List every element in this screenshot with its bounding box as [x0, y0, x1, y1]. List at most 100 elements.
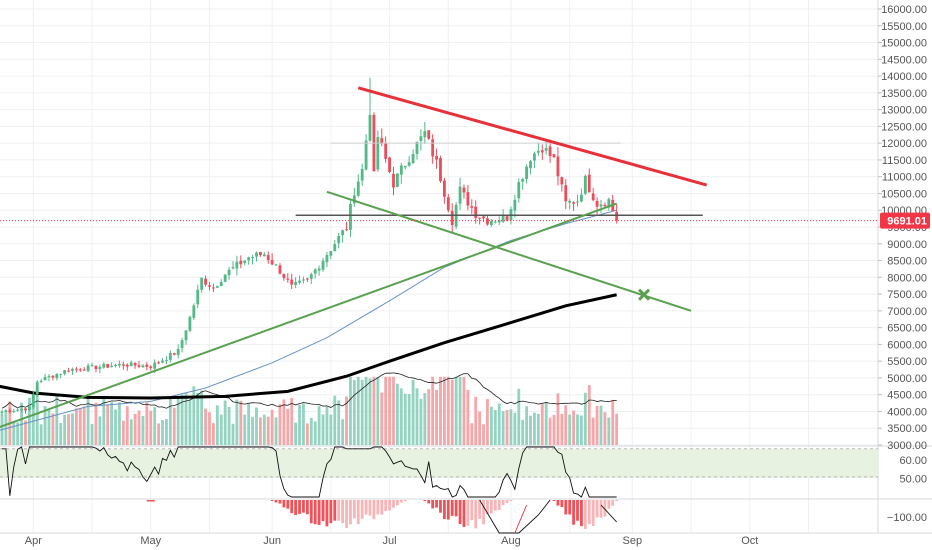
candle-body	[411, 153, 415, 164]
price-tick-label: 5500.00	[887, 356, 927, 368]
candle-body	[302, 279, 305, 281]
macd-histogram-bar	[376, 500, 380, 515]
price-tick-label: 6500.00	[887, 323, 927, 335]
candle-body	[141, 365, 145, 368]
candle-body	[470, 206, 474, 208]
volume-bar	[302, 403, 305, 445]
candle-body	[356, 181, 360, 196]
volume-bar	[427, 389, 431, 445]
volume-bar	[470, 423, 474, 445]
macd-histogram-bar	[435, 500, 438, 508]
volume-bar	[153, 407, 157, 445]
macd-histogram-bar	[325, 500, 329, 527]
candle-body	[4, 410, 8, 412]
candle-body	[98, 366, 102, 370]
volume-bar	[251, 416, 254, 445]
volume-bar	[141, 415, 145, 445]
macd-histogram-bar	[497, 500, 501, 511]
volume-bar	[454, 376, 458, 445]
volume-bar	[235, 399, 239, 445]
candle-body	[525, 166, 529, 179]
support-trendline	[0, 202, 617, 428]
volume-bar	[290, 397, 294, 445]
candle-body	[274, 264, 278, 266]
price-tick-label: 3500.00	[887, 423, 927, 435]
candle-body	[380, 138, 384, 144]
candle-body	[90, 364, 94, 366]
candle-body	[243, 260, 247, 264]
volume-bar	[501, 411, 505, 445]
candle-body	[321, 260, 325, 270]
volume-bar	[337, 400, 341, 445]
volume-bar	[82, 406, 86, 445]
volume-bar	[607, 417, 611, 445]
candle-body	[168, 352, 172, 360]
macd-histogram-bar	[552, 500, 556, 501]
candle-body	[431, 139, 435, 157]
candle-body	[149, 366, 153, 369]
macd-histogram-bar	[294, 500, 298, 516]
volume-bar	[396, 383, 399, 445]
candle-body	[35, 381, 39, 395]
candle-body	[24, 408, 27, 411]
volume-bar	[35, 387, 39, 445]
price-tick-label: 9000.00	[887, 239, 927, 251]
candle-body	[235, 261, 239, 269]
volume-bar	[615, 413, 619, 445]
candle-body	[486, 218, 489, 225]
candle-body	[145, 364, 149, 367]
volume-bar	[364, 376, 368, 445]
volume-bar	[583, 392, 587, 445]
candle-body	[27, 406, 31, 411]
macd-histogram-bar	[290, 500, 294, 514]
candle-body	[290, 279, 294, 285]
candle-body	[86, 365, 90, 372]
candle-body	[349, 203, 352, 230]
price-tick-label: 4500.00	[887, 390, 927, 402]
volume-bar	[106, 404, 110, 445]
volume-bar	[266, 416, 270, 445]
macd-histogram-bar	[505, 500, 509, 504]
candle-body	[568, 200, 572, 203]
volume-bar	[239, 400, 243, 445]
macd-histogram-bar	[329, 500, 333, 524]
volume-bar	[27, 397, 31, 445]
candle-body	[266, 255, 270, 261]
macd-histogram-bar	[270, 500, 274, 501]
volume-bar	[172, 407, 176, 445]
candle-body	[63, 370, 67, 374]
macd-histogram-bar	[146, 500, 155, 502]
macd-histogram-bar	[360, 500, 364, 519]
volume-bars	[0, 372, 619, 445]
volume-bar	[568, 414, 572, 445]
rsi-tick-label: 50.00	[899, 473, 927, 485]
candle-body	[325, 255, 329, 263]
candle-body	[125, 364, 129, 367]
volume-bar	[16, 422, 20, 445]
candle-body	[493, 221, 497, 223]
candle-body	[513, 199, 517, 211]
rsi-tick-label: 60.00	[899, 455, 927, 467]
macd-histogram-bar	[372, 500, 376, 520]
volume-bar	[204, 408, 207, 445]
candle-body	[501, 214, 505, 222]
volume-bar	[439, 376, 442, 445]
volume-bar	[419, 398, 423, 445]
candle-body	[466, 192, 470, 206]
volume-bar	[114, 409, 117, 445]
candle-body	[51, 375, 55, 378]
volume-bar	[78, 408, 82, 445]
candle-body	[110, 366, 114, 368]
volume-bar	[431, 376, 435, 445]
candle-body	[345, 229, 348, 231]
candle-body	[74, 368, 78, 370]
candle-body	[462, 187, 466, 193]
time-tick-label: Aug	[501, 535, 521, 547]
candle-body	[505, 216, 509, 221]
candle-body	[388, 157, 391, 173]
volume-bar	[110, 402, 114, 445]
volume-bar	[161, 420, 164, 445]
macd-histogram-bar	[337, 500, 341, 521]
candle-body	[533, 153, 536, 161]
